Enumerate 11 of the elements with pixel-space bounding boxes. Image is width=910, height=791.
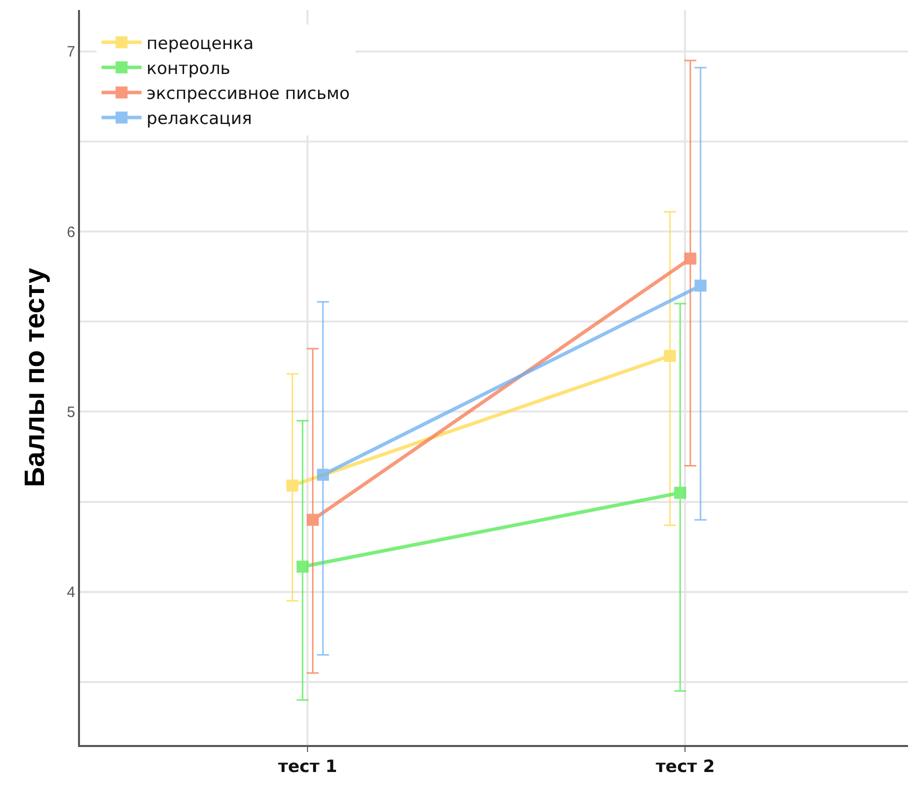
- y-tick-label: 4: [66, 584, 76, 602]
- legend-label: экспрессивное письмо: [146, 84, 350, 104]
- legend-label: релаксация: [146, 109, 252, 130]
- y-tick-label: 7: [66, 44, 76, 61]
- legend-label: переоценка: [146, 34, 254, 54]
- x-tick-label: тест 1: [278, 757, 338, 778]
- y-tick-label: 6: [66, 224, 76, 241]
- y-axis-title: Баллы по тесту: [19, 267, 50, 488]
- legend-label: контроль: [146, 58, 230, 79]
- x-tick-label: тест 2: [656, 757, 715, 778]
- y-tick-label: 5: [66, 404, 76, 421]
